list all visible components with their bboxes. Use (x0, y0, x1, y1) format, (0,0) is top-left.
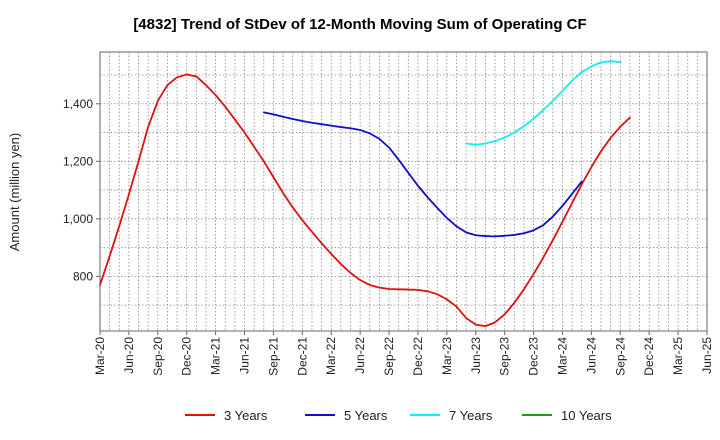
x-tick-label: Mar-25 (671, 337, 685, 375)
x-tick-label: Dec-22 (411, 337, 425, 376)
x-tick-label: Sep-21 (266, 337, 280, 376)
x-tick-label: Sep-20 (151, 337, 165, 376)
x-tick-label: Mar-21 (209, 337, 223, 375)
x-tick-label: Mar-20 (93, 337, 107, 375)
x-tick-label: Jun-21 (238, 337, 252, 374)
x-tick-label: Dec-21 (295, 337, 309, 376)
x-tick-label: Jun-25 (700, 337, 714, 374)
series-line-7-years (465, 60, 622, 146)
y-tick-label: 1,400 (63, 97, 93, 111)
legend-label-3-years: 3 Years (224, 408, 268, 423)
y-tick-label: 1,200 (63, 154, 93, 168)
x-tick-label: Sep-23 (498, 337, 512, 376)
x-tick-label: Dec-20 (180, 337, 194, 376)
y-tick-label: 1,000 (63, 212, 93, 226)
x-tick-label: Jun-24 (584, 337, 598, 374)
x-tick-label: Sep-22 (382, 337, 396, 376)
x-tick-label: Sep-24 (613, 337, 627, 376)
x-tick-label: Mar-23 (440, 337, 454, 375)
chart-title: [4832] Trend of StDev of 12-Month Moving… (133, 16, 586, 33)
grid (100, 52, 707, 331)
legend-label-7-years: 7 Years (449, 408, 493, 423)
x-axis: Mar-20 Jun-20 Sep-20 Dec-20 Mar-21 Jun-21 Sep-… (93, 331, 714, 376)
y-tick-label: 800 (73, 269, 93, 283)
series-line-5-years (262, 111, 583, 238)
x-tick-label: Mar-22 (324, 337, 338, 375)
legend-label-10-years: 10 Years (561, 408, 612, 423)
series-layer (99, 60, 631, 328)
y-axis: 800 1,000 1,200 1,400 (63, 97, 100, 283)
x-tick-label: Jun-20 (122, 337, 136, 374)
legend-label-5-years: 5 Years (344, 408, 388, 423)
x-tick-label: Jun-23 (469, 337, 483, 374)
plot-area (99, 51, 708, 332)
x-tick-label: Jun-22 (353, 337, 367, 374)
x-tick-label: Dec-24 (642, 337, 656, 376)
x-tick-label: Mar-24 (555, 337, 569, 375)
x-tick-label: Dec-23 (527, 337, 541, 376)
y-axis-label: Amount (million yen) (7, 133, 22, 252)
legend: 3 Years 5 Years 7 Years 10 Years (185, 408, 612, 423)
series-line-3-years (99, 73, 631, 328)
